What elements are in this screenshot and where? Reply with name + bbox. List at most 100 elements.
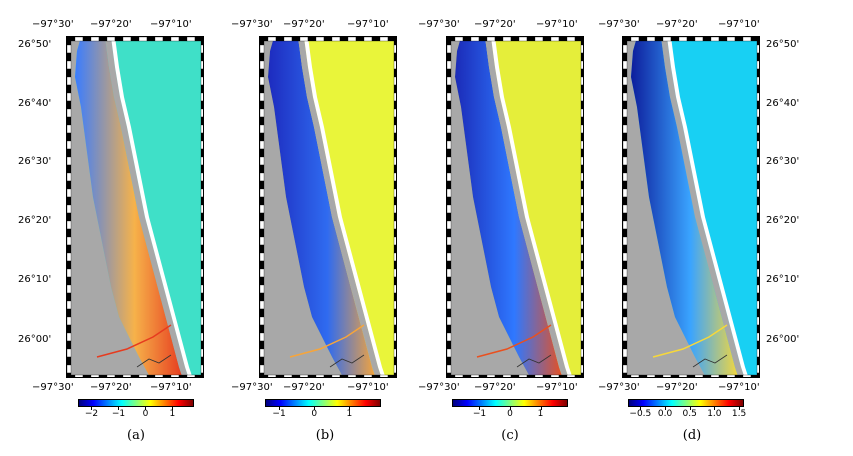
mainland xyxy=(623,37,706,377)
frame-tick-left xyxy=(447,316,452,326)
frame-tick-right xyxy=(393,140,396,150)
frame-tick-right xyxy=(200,76,203,86)
colorbar-tick-mark xyxy=(145,407,147,410)
frame-tick-right xyxy=(756,52,759,62)
colorbar-tick-mark xyxy=(739,407,741,410)
frame-tick-bottom xyxy=(307,374,317,377)
frame-tick-right xyxy=(200,60,203,70)
lon-label-bottom-1: −97°30' xyxy=(32,382,74,393)
frame-tick-left xyxy=(623,204,628,214)
lon-label-top-1: −97°30' xyxy=(32,19,74,30)
frame-tick-right xyxy=(200,292,203,302)
frame-tick-right xyxy=(393,372,396,377)
lon-label-top-2: −97°20' xyxy=(90,19,132,30)
frame-tick-top xyxy=(275,37,285,42)
frame-tick-left xyxy=(623,268,628,278)
frame-tick-bottom xyxy=(283,374,293,377)
frame-tick-bottom xyxy=(379,374,389,377)
frame-tick-left xyxy=(447,108,452,118)
frame-tick-right xyxy=(200,332,203,342)
frame-tick-top xyxy=(154,37,164,42)
frame-tick-left xyxy=(67,44,72,54)
frame-tick-right xyxy=(580,156,583,166)
frame-tick-right xyxy=(580,308,583,318)
frame-tick-bottom xyxy=(114,374,124,377)
frame-tick-right xyxy=(200,236,203,246)
frame-tick-left xyxy=(67,124,72,134)
frame-tick-top xyxy=(114,37,124,42)
frame-tick-left xyxy=(623,132,628,142)
frame-tick-right xyxy=(580,372,583,377)
frame-tick-right xyxy=(200,100,203,110)
lat-label-2: 26°40' xyxy=(766,98,800,109)
river-outline xyxy=(516,354,552,368)
frame-tick-left xyxy=(447,364,452,374)
frame-tick-top xyxy=(82,37,92,42)
barrier-island xyxy=(661,37,745,377)
frame-tick-right xyxy=(756,316,759,326)
frame-tick-bottom xyxy=(275,374,285,377)
frame-tick-right xyxy=(393,44,396,54)
frame-tick-right xyxy=(200,92,203,102)
frame-tick-right xyxy=(200,148,203,158)
lat-label-5: 26°10' xyxy=(18,274,52,285)
frame-tick-right xyxy=(580,220,583,230)
frame-tick-bottom xyxy=(638,374,648,377)
lon-label-top-3: −97°10' xyxy=(536,19,578,30)
frame-tick-left xyxy=(623,188,628,198)
frame-tick-left xyxy=(67,116,72,126)
frame-tick-left xyxy=(260,76,265,86)
frame-tick-top xyxy=(347,37,357,42)
lon-label-bottom-3: −97°10' xyxy=(347,382,389,393)
frame-tick-left xyxy=(623,116,628,126)
frame-tick-left xyxy=(67,148,72,158)
frame-tick-left xyxy=(67,52,72,62)
frame-tick-left xyxy=(447,292,452,302)
frame-tick-left xyxy=(67,316,72,326)
frame-tick-left xyxy=(260,164,265,174)
frame-tick-bottom xyxy=(98,374,108,377)
frame-tick-top xyxy=(574,37,583,42)
frame-tick-right xyxy=(756,276,759,286)
lon-label-top-2: −97°20' xyxy=(474,19,516,30)
colorbar-tick-mark xyxy=(91,407,93,410)
frame-tick-right xyxy=(580,292,583,302)
frame-tick-right xyxy=(393,220,396,230)
frame-tick-right xyxy=(580,68,583,78)
frame-tick-right xyxy=(756,148,759,158)
frame-tick-right xyxy=(580,52,583,62)
lon-label-top-2: −97°20' xyxy=(283,19,325,30)
frame-tick-left xyxy=(447,76,452,86)
frame-tick-right xyxy=(580,228,583,238)
frame-tick-left xyxy=(260,204,265,214)
frame-tick-right xyxy=(580,300,583,310)
frame-tick-left xyxy=(623,364,628,374)
frame-tick-right xyxy=(756,364,759,374)
frame-tick-right xyxy=(756,284,759,294)
frame-tick-right xyxy=(756,84,759,94)
lon-label-bottom-3: −97°10' xyxy=(536,382,578,393)
frame-tick-right xyxy=(756,236,759,246)
frame-tick-left xyxy=(623,292,628,302)
frame-tick-bottom xyxy=(750,374,759,377)
frame-tick-right xyxy=(200,164,203,174)
frame-tick-left xyxy=(67,76,72,86)
colorbar xyxy=(78,399,194,407)
frame-tick-left xyxy=(447,340,452,350)
frame-tick-right xyxy=(756,100,759,110)
colorbar-tick-mark xyxy=(640,407,642,410)
frame-tick-bottom xyxy=(662,374,672,377)
frame-tick-top xyxy=(470,37,480,42)
colorbar-tick-mark xyxy=(279,407,281,410)
frame-tick-right xyxy=(756,37,759,46)
lon-label-bottom-1: −97°30' xyxy=(418,382,460,393)
frame-tick-right xyxy=(200,44,203,54)
frame-tick-left xyxy=(623,244,628,254)
frame-tick-left xyxy=(67,372,72,377)
frame-tick-right xyxy=(580,364,583,374)
map-frame xyxy=(259,36,397,378)
frame-tick-left xyxy=(260,60,265,70)
lat-label-1: 26°50' xyxy=(18,39,52,50)
frame-tick-left xyxy=(67,348,72,358)
frame-tick-right xyxy=(580,188,583,198)
